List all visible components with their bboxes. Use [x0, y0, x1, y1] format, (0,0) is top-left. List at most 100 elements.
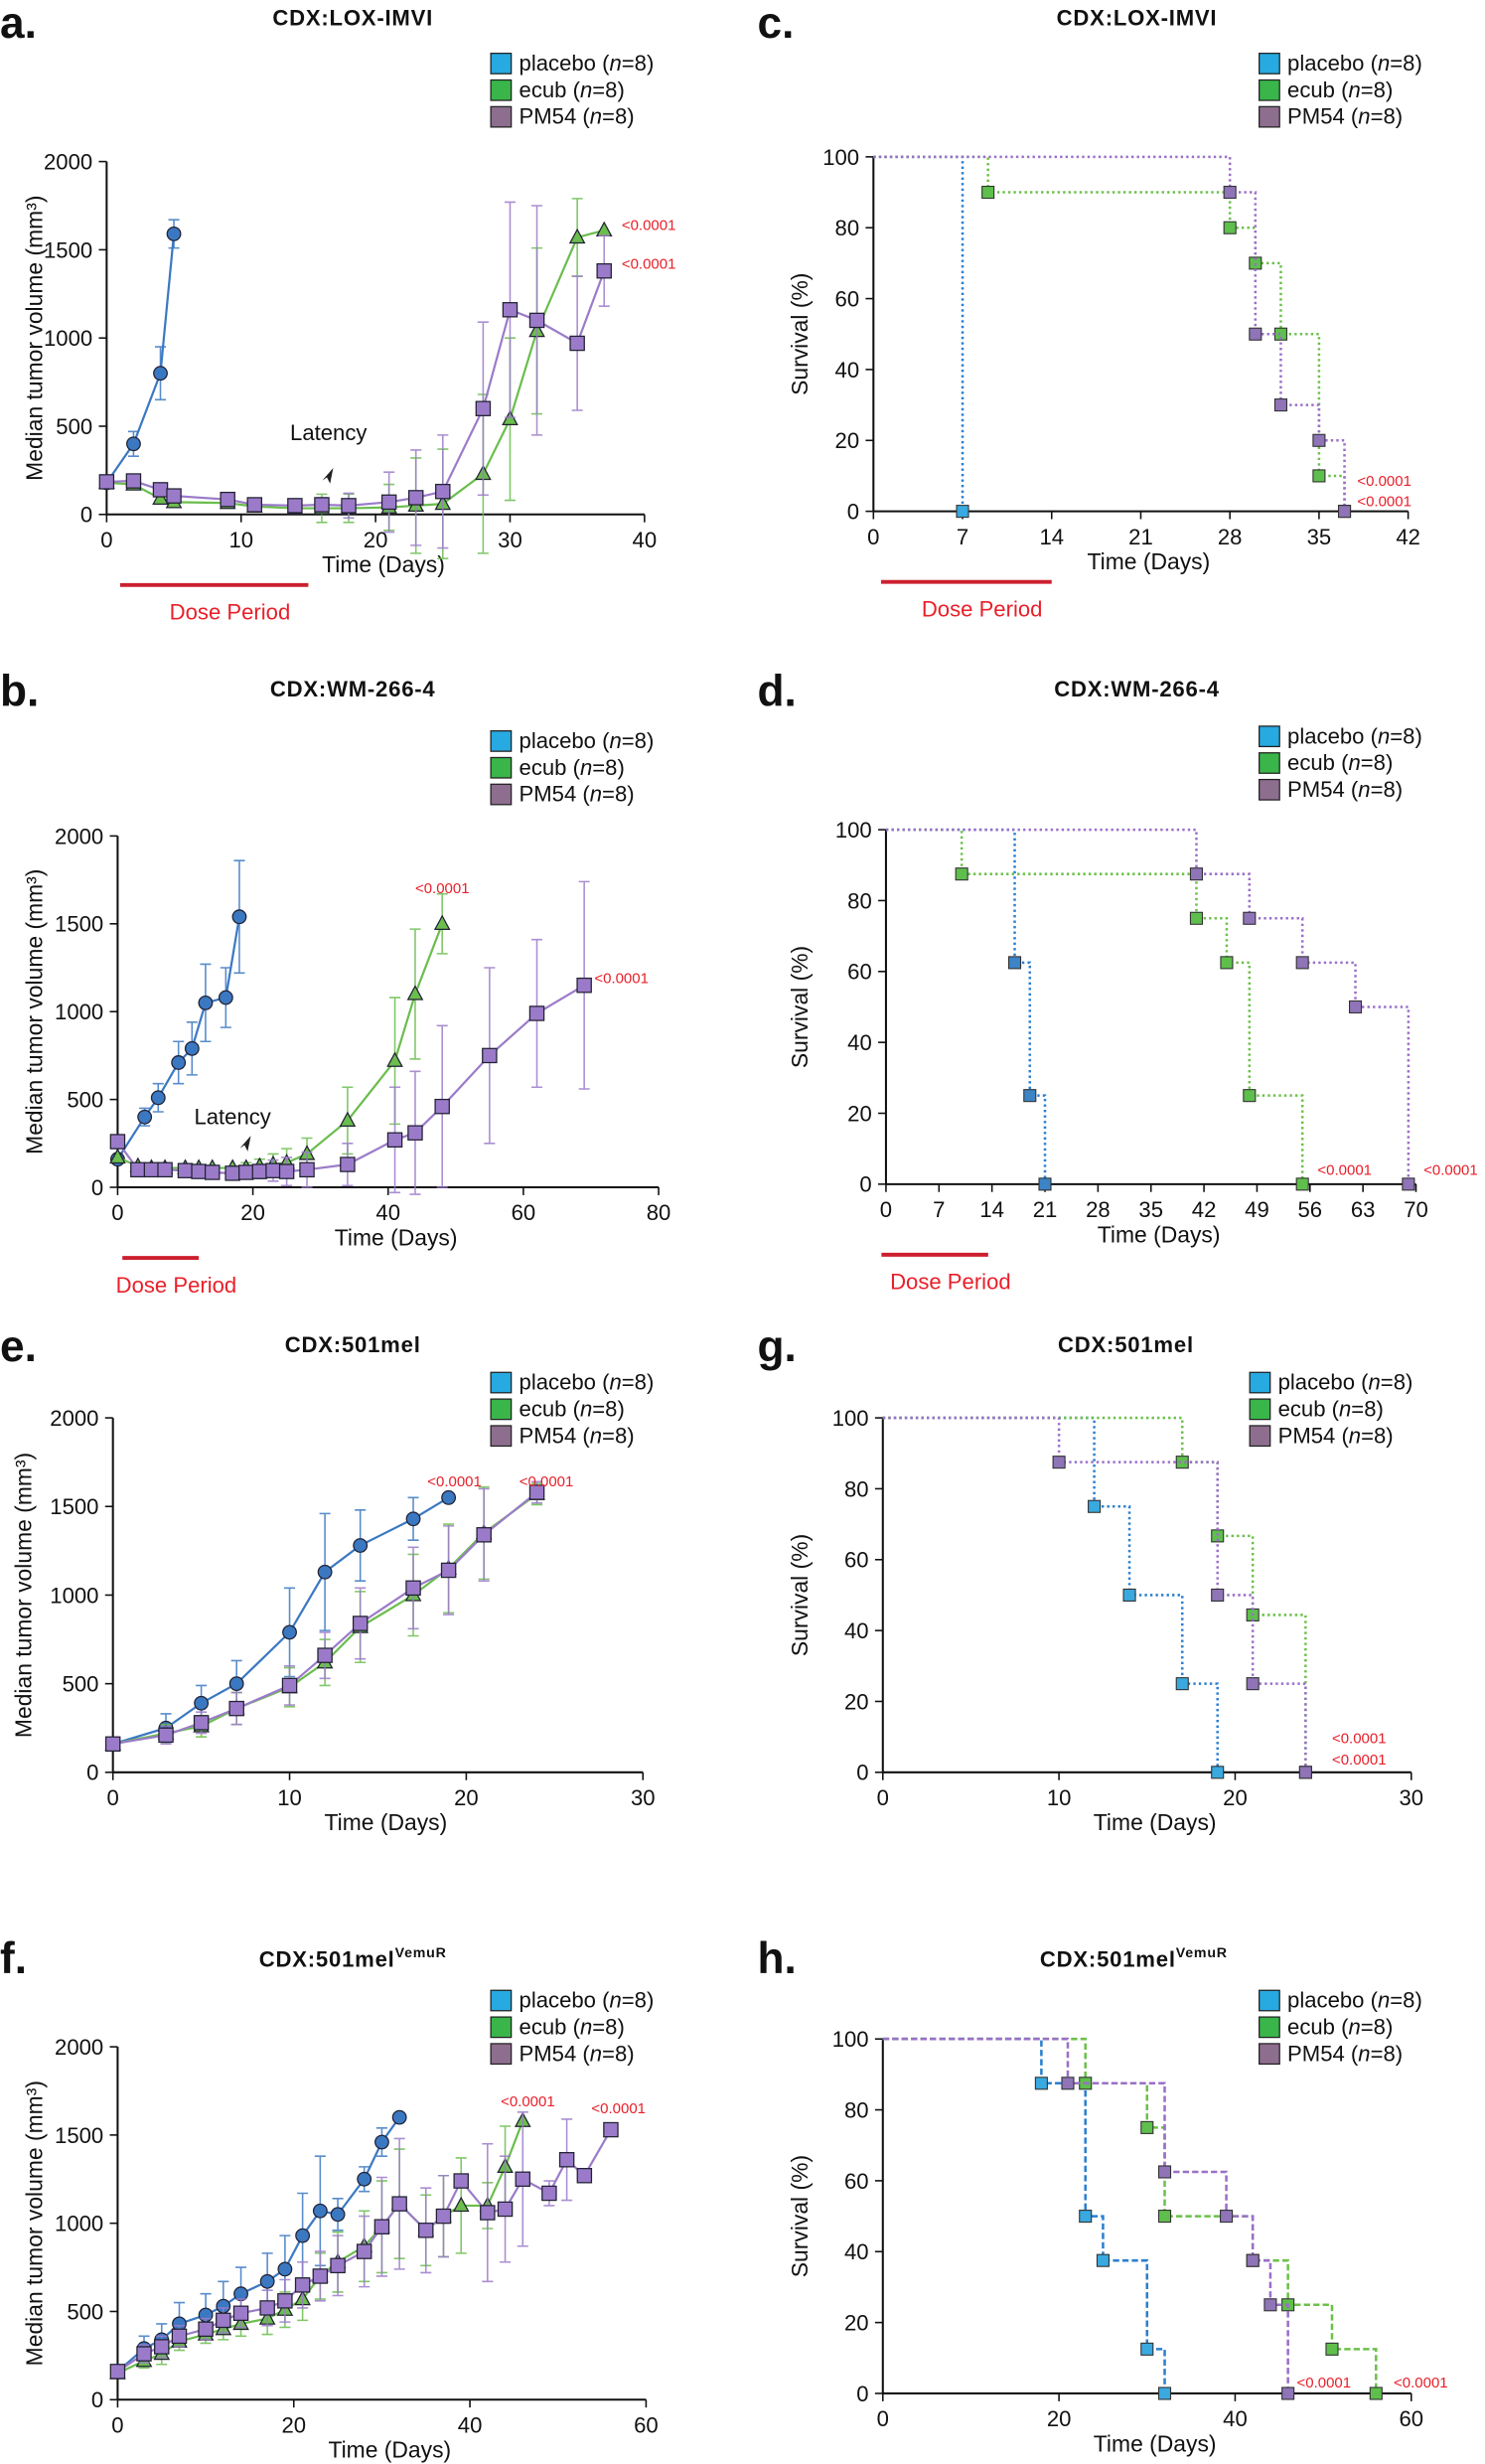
- series-placebo: [882, 2037, 1172, 2400]
- legend-name: ecub: [1287, 2014, 1335, 2039]
- data-point: [480, 2205, 496, 2221]
- legend-paren-close: ): [617, 77, 624, 102]
- legend-paren: (: [1345, 777, 1359, 802]
- series-placebo: [882, 1416, 1225, 1779]
- legend-paren-close: ): [1386, 750, 1393, 775]
- censor-marker: [1038, 1177, 1052, 1191]
- x-tick-label: 0: [100, 528, 112, 552]
- legend-paren: (: [566, 1396, 580, 1421]
- legend-paren: (: [1335, 77, 1349, 102]
- data-point: [391, 2196, 407, 2212]
- data-point: [482, 1047, 498, 1064]
- legend-paren-close: ): [647, 1370, 654, 1395]
- censor-marker: [1052, 1456, 1066, 1469]
- dose-period-label: Dose Period: [922, 596, 1043, 621]
- legend-n-symbol: n: [609, 1370, 621, 1395]
- data-point: [528, 1484, 545, 1500]
- data-point: [130, 1161, 146, 1178]
- y-tick-label: 60: [844, 1548, 869, 1573]
- legend-name: ecub: [520, 1396, 567, 1421]
- censor-marker: [1189, 867, 1204, 881]
- legend-name: placebo: [1287, 723, 1364, 748]
- y-tick-label: 0: [856, 1761, 868, 1785]
- legend-swatch-ecub: [490, 2016, 513, 2039]
- data-point: [340, 1156, 356, 1172]
- legend-paren: (: [1364, 1988, 1378, 2013]
- x-tick-label: 30: [1399, 1785, 1423, 1810]
- y-tick-label: 1500: [44, 237, 92, 262]
- series-PM54: [104, 1480, 545, 1753]
- legend-swatch-PM54: [1259, 105, 1280, 128]
- legend-paren: (: [596, 1370, 610, 1395]
- legend-swatch-ecub: [490, 1398, 513, 1421]
- censor-marker: [955, 867, 968, 881]
- legend-label-PM54: PM54 (n=8): [1287, 104, 1403, 129]
- y-axis-label: Survival (%): [787, 946, 813, 1068]
- survival-curve: [873, 155, 1346, 512]
- legend-name: PM54: [520, 2041, 577, 2066]
- data-point: [435, 483, 451, 500]
- data-point: [157, 1161, 173, 1178]
- legend-paren-close: ): [1414, 723, 1421, 748]
- data-point: [406, 985, 424, 1001]
- y-tick-label: 1000: [44, 326, 92, 351]
- data-point: [528, 312, 545, 329]
- data-point: [137, 1109, 153, 1125]
- legend-label-PM54: PM54 (n=8): [1287, 2041, 1403, 2066]
- legend-label-ecub: ecub (n=8): [1287, 750, 1393, 775]
- y-axis-label: Median tumor volume (mm³): [22, 196, 48, 481]
- y-tick-label: 0: [856, 2382, 868, 2406]
- data-point: [191, 1163, 207, 1179]
- chart-title: CDX:LOX-IMVI: [1057, 5, 1218, 30]
- legend-n-symbol: n: [1358, 777, 1370, 802]
- survival-curve: [882, 2037, 1378, 2393]
- survival-curve: [885, 828, 1304, 1184]
- y-tick-label: 20: [835, 428, 860, 453]
- legend-n-symbol: n: [1378, 1988, 1390, 2013]
- legend-paren: (: [566, 77, 580, 102]
- censor-marker: [956, 505, 969, 519]
- p-value-label: <0.0001: [1317, 1161, 1372, 1178]
- legend-n-value: =8: [592, 755, 617, 780]
- data-point: [125, 473, 142, 489]
- data-point: [224, 1165, 240, 1181]
- legend-swatch-ecub: [1259, 2016, 1280, 2039]
- chart-title: CDX:501melVemuR: [259, 1945, 447, 1971]
- legend-paren: (: [576, 782, 590, 807]
- p-value-label: <0.0001: [622, 217, 676, 233]
- legend-label-placebo: placebo (n=8): [520, 51, 655, 76]
- x-axis-label: Time (Days): [325, 1809, 448, 1835]
- series-ecub: [882, 2037, 1383, 2400]
- legend-swatch-ecub: [1259, 78, 1280, 101]
- censor-marker: [1243, 911, 1257, 925]
- legend-paren-close: ): [1396, 777, 1403, 802]
- legend-n-value: =8: [602, 1423, 627, 1448]
- chart-title: CDX:501mel: [1058, 1332, 1194, 1357]
- legend-name: placebo: [520, 51, 596, 76]
- data-point: [295, 2228, 311, 2243]
- legend-paren-close: ): [1414, 1988, 1421, 2013]
- data-point: [184, 1040, 200, 1056]
- survival-curve: [882, 2037, 1166, 2393]
- survival-curve: [885, 828, 1411, 1184]
- censor-marker: [1273, 398, 1288, 412]
- y-tick-label: 2000: [55, 2035, 103, 2060]
- legend-n-value: =8: [1371, 2041, 1396, 2066]
- y-tick-label: 100: [835, 818, 872, 843]
- p-value-label: <0.0001: [594, 970, 649, 987]
- legend-n-symbol: n: [1358, 2041, 1370, 2066]
- censor-marker: [1175, 1677, 1189, 1691]
- legend-n-symbol: n: [590, 104, 602, 129]
- series-placebo: [98, 219, 182, 491]
- legend-label-ecub: ecub (n=8): [1287, 2014, 1393, 2039]
- p-value-label: <0.0001: [427, 1473, 482, 1490]
- y-tick-label: 0: [847, 500, 859, 525]
- data-point: [109, 1148, 126, 1164]
- data-point: [405, 1511, 421, 1527]
- y-axis-label: Median tumor volume (mm³): [11, 1453, 37, 1738]
- data-point: [357, 2171, 372, 2187]
- y-tick-label: 0: [859, 1172, 871, 1197]
- data-point: [373, 2134, 389, 2150]
